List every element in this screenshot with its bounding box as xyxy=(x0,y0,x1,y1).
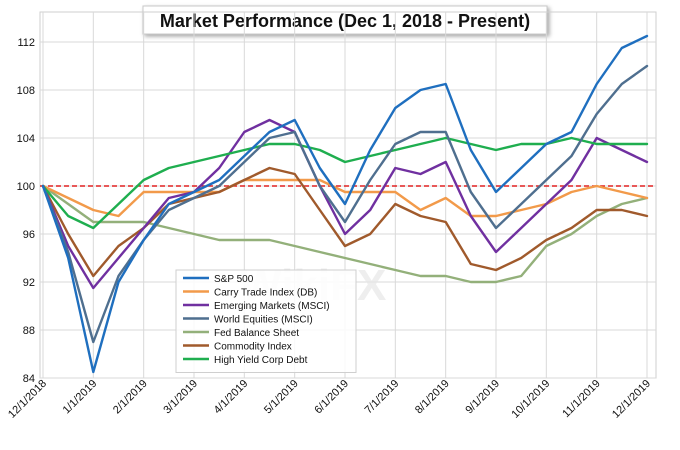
x-tick-label: 2/1/2019 xyxy=(111,378,150,417)
y-tick-label: 88 xyxy=(23,325,35,337)
y-tick-label: 104 xyxy=(17,133,35,145)
legend-label: Fed Balance Sheet xyxy=(214,328,299,339)
legend-label: Commodity Index xyxy=(214,342,292,353)
x-tick-label: 4/1/2019 xyxy=(212,378,251,417)
y-tick-label: 112 xyxy=(17,37,35,49)
y-tick-label: 84 xyxy=(23,373,35,385)
x-axis: 12/1/2018 1/1/2019 2/1/2019 3/1/2019 4/1/201… xyxy=(6,378,653,421)
legend: S&P 500 Carry Trade Index (DB) Emerging Ma… xyxy=(175,269,357,373)
series-line-fed-balance-sheet xyxy=(41,184,649,284)
y-tick-label: 92 xyxy=(23,277,35,289)
x-tick-label: 7/1/2019 xyxy=(363,378,402,417)
y-tick-label: 96 xyxy=(23,229,35,241)
legend-label: Emerging Markets (MSCI) xyxy=(214,301,330,312)
y-axis: 84 88 92 96 100 104 108 112 xyxy=(17,37,35,385)
x-tick-label: 11/1/2019 xyxy=(560,378,603,421)
legend-label: Carry Trade Index (DB) xyxy=(214,288,317,299)
y-tick-label: 108 xyxy=(17,85,35,97)
legend-label: High Yield Corp Debt xyxy=(214,355,308,366)
x-tick-label: 8/1/2019 xyxy=(413,378,452,417)
legend-label: S&P 500 xyxy=(214,274,254,285)
legend-box xyxy=(175,269,357,373)
series-lines xyxy=(41,34,649,374)
x-tick-label: 1/1/2019 xyxy=(61,378,100,417)
x-tick-label: 10/1/2019 xyxy=(509,378,552,421)
x-tick-label: 5/1/2019 xyxy=(262,378,301,417)
y-tick-label: 100 xyxy=(17,181,35,193)
x-tick-label: 3/1/2019 xyxy=(161,378,200,417)
series-line-s-p-500 xyxy=(41,34,649,374)
x-tick-label: 9/1/2019 xyxy=(463,378,502,417)
legend-label: World Equities (MSCI) xyxy=(214,315,313,326)
grid-lines xyxy=(40,12,656,379)
x-tick-label: 6/1/2019 xyxy=(312,378,351,417)
series-line-emerging-markets-msci xyxy=(41,118,649,290)
x-tick-label: 12/1/2019 xyxy=(610,378,653,421)
